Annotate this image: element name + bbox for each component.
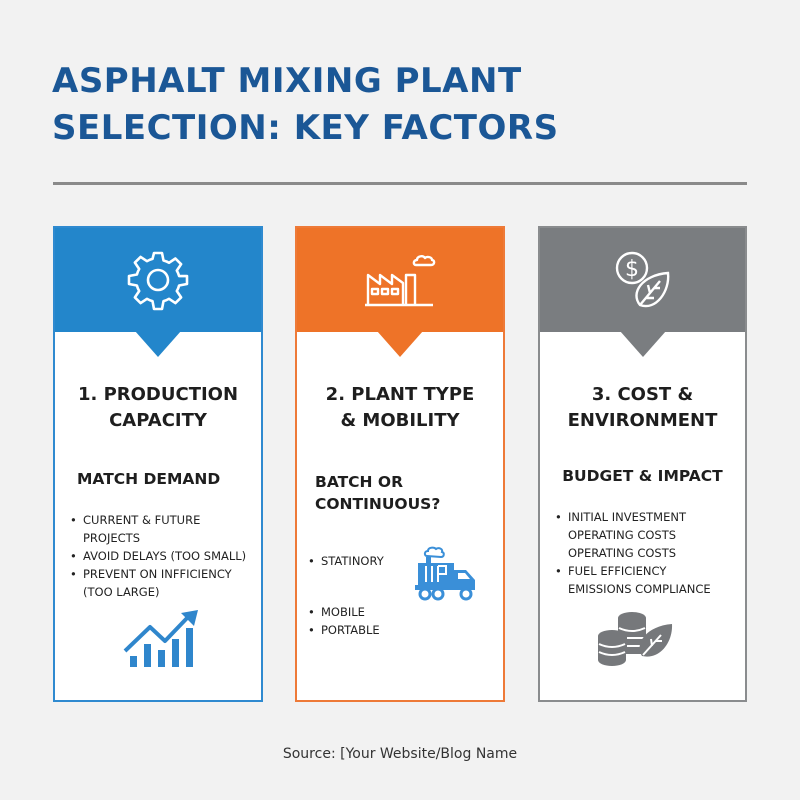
card-subheading: BATCH OR CONTINUOUS? bbox=[315, 473, 441, 513]
source-caption: Source: [Your Website/Blog Name bbox=[282, 746, 518, 762]
growth-chart-icon bbox=[123, 610, 203, 672]
title-divider bbox=[53, 182, 747, 185]
coins-leaf-icon bbox=[596, 608, 686, 668]
bullet-item: AVOID DELAYS (TOO SMALL) bbox=[69, 547, 259, 565]
bullet-item: INITIAL INVESTMENT OPERATING COSTS OPERA… bbox=[554, 508, 744, 562]
card-header-band bbox=[297, 228, 503, 332]
card-heading: 3. COST & ENVIRONMENT bbox=[567, 384, 718, 431]
card-heading: 2. PLANT TYPE & MOBILITY bbox=[325, 384, 475, 431]
bullet-item: PORTABLE bbox=[307, 621, 417, 639]
title-line-2: SELECTION: KEY FACTORS bbox=[52, 108, 559, 148]
card-pointer bbox=[377, 331, 423, 357]
card-cost-environment: $ 3. COST & ENVIRONMENT BUDGET & IMPACT … bbox=[538, 226, 747, 702]
mobile-plant-truck-icon bbox=[414, 544, 484, 604]
bullet-item: PREVENT ON INFFICIENCY (TOO LARGE) bbox=[69, 565, 259, 601]
bullet-item: MOBILE bbox=[307, 603, 417, 621]
card-pointer bbox=[135, 331, 181, 357]
card-subheading: MATCH DEMAND bbox=[77, 470, 221, 488]
gear-icon bbox=[125, 247, 191, 313]
card-pointer bbox=[619, 331, 666, 357]
title-line-1: ASPHALT MIXING PLANT bbox=[52, 61, 522, 101]
card-subheading: BUDGET & IMPACT bbox=[562, 467, 723, 485]
card-header-band bbox=[55, 228, 261, 332]
card-header-band: $ bbox=[540, 228, 745, 332]
page-title: ASPHALT MIXING PLANT SELECTION: KEY FACT… bbox=[52, 58, 752, 152]
card-heading: 1. PRODUCTION CAPACITY bbox=[77, 384, 239, 431]
factory-icon bbox=[363, 247, 437, 313]
bullet-list: INITIAL INVESTMENT OPERATING COSTS OPERA… bbox=[554, 508, 744, 598]
bullet-list: MOBILE PORTABLE bbox=[307, 603, 417, 639]
bullet-item: CURRENT & FUTURE PROJECTS bbox=[69, 511, 259, 547]
bullet-item: STATINORY bbox=[307, 552, 417, 570]
svg-text:$: $ bbox=[625, 257, 639, 282]
bullet-item: FUEL EFFICIENCY EMISSIONS COMPLIANCE bbox=[554, 562, 744, 598]
card-production-capacity: 1. PRODUCTION CAPACITY MATCH DEMAND CURR… bbox=[53, 226, 263, 702]
bullet-list: CURRENT & FUTURE PROJECTS AVOID DELAYS (… bbox=[69, 511, 259, 601]
dollar-leaf-icon: $ bbox=[608, 245, 678, 315]
bullet-list: STATINORY bbox=[307, 552, 417, 570]
card-plant-type-mobility: 2. PLANT TYPE & MOBILITY BATCH OR CONTIN… bbox=[295, 226, 505, 702]
